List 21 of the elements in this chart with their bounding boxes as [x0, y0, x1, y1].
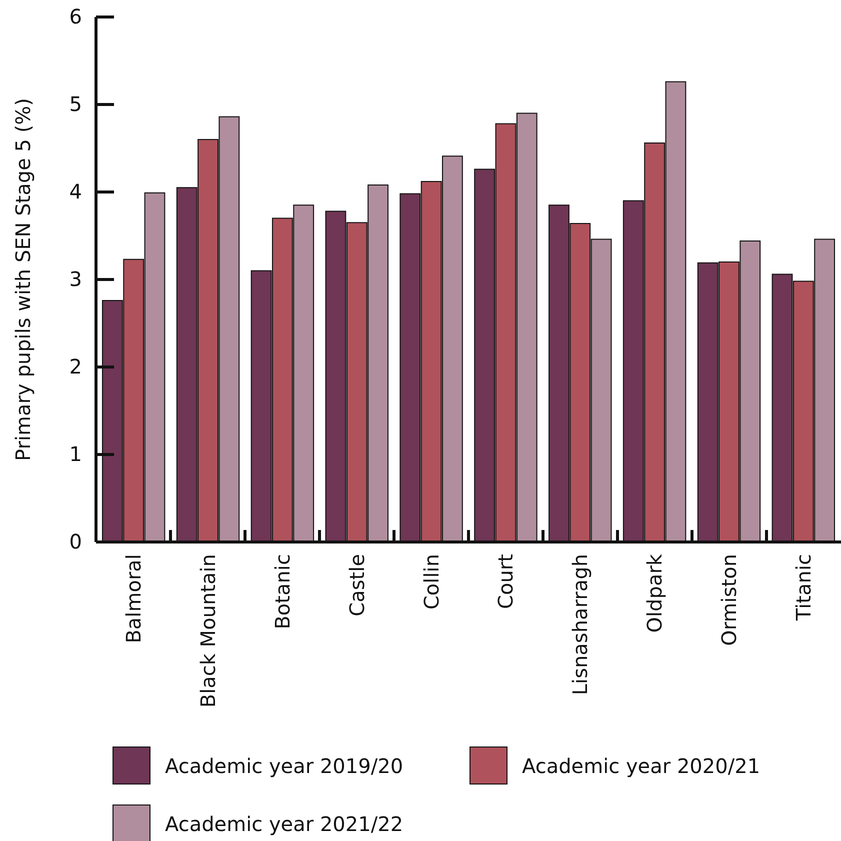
y-tick-label: 1	[69, 442, 82, 466]
y-tick-label: 0	[69, 529, 82, 554]
x-tick-label: Black Mountain	[196, 554, 220, 708]
legend-label: Academic year 2020/21	[522, 754, 760, 778]
x-tick-label: Titanic	[791, 554, 816, 622]
x-tick-label: Collin	[419, 554, 444, 610]
y-tick-label: 3	[69, 266, 82, 291]
legend-label: Academic year 2019/20	[165, 754, 404, 778]
y-tick-label: 6	[69, 4, 82, 28]
x-tick-label: Court	[494, 554, 518, 609]
x-tick-label: Botanic	[270, 554, 294, 630]
x-tick-label: Balmoral	[122, 554, 146, 644]
y-tick-label: 4	[69, 179, 82, 204]
x-tick-label: Castle	[344, 554, 369, 616]
x-tick-label: Oldpark	[642, 554, 667, 633]
x-tick-label: Lisnasharragh	[568, 554, 592, 696]
x-tick-label: Ormiston	[716, 554, 741, 646]
y-axis-title: Primary pupils with SEN Stage 5 (%)	[11, 98, 35, 461]
y-tick-label: 5	[69, 92, 82, 116]
y-tick-label: 2	[69, 354, 82, 378]
legend-label: Academic year 2021/22	[165, 812, 404, 836]
